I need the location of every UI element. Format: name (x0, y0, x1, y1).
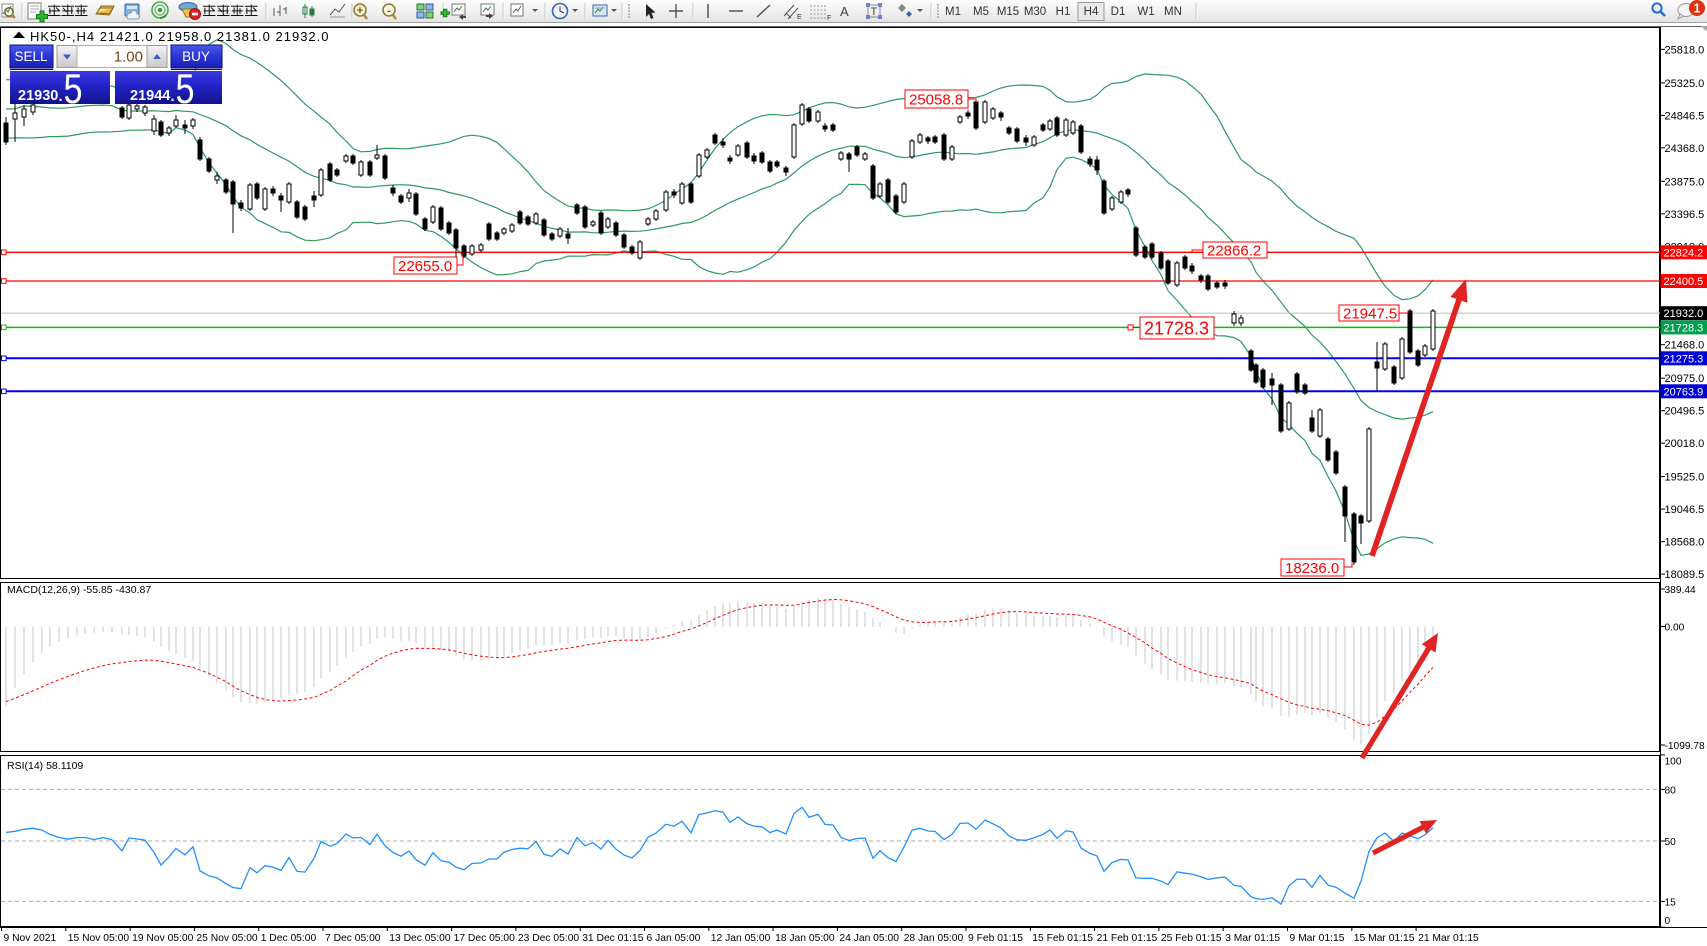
svg-text:22655.0: 22655.0 (398, 258, 452, 275)
svg-text:18 Jan 05:00: 18 Jan 05:00 (775, 933, 835, 944)
svg-text:SELL: SELL (14, 49, 48, 64)
svg-text:17 Dec 05:00: 17 Dec 05:00 (454, 933, 516, 944)
svg-text:12 Jan 05:00: 12 Jan 05:00 (711, 933, 771, 944)
svg-text:H1: H1 (1056, 6, 1071, 18)
svg-text:22866.2: 22866.2 (1207, 242, 1261, 259)
svg-text:T: T (871, 6, 878, 18)
svg-text:28 Jan 05:00: 28 Jan 05:00 (904, 933, 964, 944)
svg-text:18089.5: 18089.5 (1665, 569, 1705, 581)
svg-text:23 Dec 05:00: 23 Dec 05:00 (518, 933, 580, 944)
svg-text:+: + (357, 5, 363, 17)
svg-text:D1: D1 (1111, 6, 1126, 18)
svg-text:-: - (387, 5, 391, 17)
svg-text:21275.3: 21275.3 (1664, 353, 1704, 365)
svg-text:24846.5: 24846.5 (1665, 110, 1705, 122)
svg-text:.: . (171, 89, 175, 105)
svg-text:80: 80 (1665, 785, 1677, 796)
svg-text:21932.0: 21932.0 (1664, 308, 1704, 320)
svg-text:1.00: 1.00 (114, 49, 143, 66)
svg-text:19 Nov 05:00: 19 Nov 05:00 (132, 933, 194, 944)
svg-text:15 Nov 05:00: 15 Nov 05:00 (68, 933, 130, 944)
svg-text:9 Nov 2021: 9 Nov 2021 (4, 933, 57, 944)
svg-text:23396.5: 23396.5 (1665, 209, 1705, 221)
svg-text:6 Jan 05:00: 6 Jan 05:00 (647, 933, 701, 944)
svg-text:-1099.78: -1099.78 (1665, 741, 1706, 752)
svg-text:3 Mar 01:15: 3 Mar 01:15 (1225, 933, 1280, 944)
svg-text:21 Mar 01:15: 21 Mar 01:15 (1418, 933, 1479, 944)
svg-text:25325.0: 25325.0 (1665, 78, 1705, 90)
svg-text:M15: M15 (997, 6, 1019, 18)
svg-text:24 Jan 05:00: 24 Jan 05:00 (839, 933, 899, 944)
svg-text:0: 0 (1665, 916, 1671, 927)
svg-text:20763.9: 20763.9 (1664, 386, 1704, 398)
svg-text:389.44: 389.44 (1665, 585, 1696, 596)
svg-text:19046.5: 19046.5 (1665, 504, 1705, 516)
svg-text:1: 1 (1694, 2, 1701, 16)
svg-text:22400.5: 22400.5 (1664, 276, 1704, 288)
svg-text:HK50-,H4 21421.0 21958.0 2138: HK50-,H4 21421.0 21958.0 21381.0 21932.0 (30, 29, 330, 44)
svg-text:7 Dec 05:00: 7 Dec 05:00 (325, 933, 381, 944)
svg-text:25 Feb 01:15: 25 Feb 01:15 (1161, 933, 1222, 944)
svg-text:M5: M5 (973, 6, 989, 18)
svg-text:RSI(14) 58.1109: RSI(14) 58.1109 (7, 760, 83, 772)
svg-text:20496.5: 20496.5 (1665, 406, 1705, 418)
svg-text:24368.0: 24368.0 (1665, 143, 1705, 155)
svg-text:25 Nov 05:00: 25 Nov 05:00 (196, 933, 258, 944)
svg-text:9 Mar 01:15: 9 Mar 01:15 (1290, 933, 1345, 944)
svg-text:M1: M1 (945, 6, 961, 18)
svg-text:100: 100 (1665, 757, 1682, 768)
svg-text:21728.3: 21728.3 (1664, 322, 1704, 334)
svg-text:50: 50 (1665, 837, 1677, 848)
svg-text:15: 15 (1665, 897, 1677, 908)
svg-text:21 Feb 01:15: 21 Feb 01:15 (1097, 933, 1158, 944)
svg-text:13 Dec 05:00: 13 Dec 05:00 (389, 933, 451, 944)
svg-text:5: 5 (64, 65, 83, 112)
svg-text:21728.3: 21728.3 (1144, 318, 1209, 338)
svg-text:19525.0: 19525.0 (1665, 472, 1705, 484)
svg-text:22824.2: 22824.2 (1664, 247, 1704, 259)
svg-text:21944: 21944 (130, 88, 170, 104)
svg-text:1 Dec 05:00: 1 Dec 05:00 (261, 933, 317, 944)
svg-text:BUY: BUY (182, 49, 210, 64)
svg-text:20975.0: 20975.0 (1665, 373, 1705, 385)
svg-text:W1: W1 (1137, 6, 1154, 18)
svg-text:21468.0: 21468.0 (1665, 340, 1705, 352)
svg-text:MACD(12,26,9) -55.85 -430.87: MACD(12,26,9) -55.85 -430.87 (7, 584, 151, 596)
svg-text:M30: M30 (1024, 6, 1046, 18)
svg-text:9 Feb 01:15: 9 Feb 01:15 (968, 933, 1023, 944)
svg-text:21930: 21930 (18, 88, 58, 104)
svg-text:.: . (59, 89, 63, 105)
svg-text:MN: MN (1164, 6, 1182, 18)
svg-text:20018.0: 20018.0 (1665, 438, 1705, 450)
svg-text:15 Mar 01:15: 15 Mar 01:15 (1354, 933, 1415, 944)
svg-text:A: A (840, 4, 849, 19)
svg-text:18236.0: 18236.0 (1285, 560, 1339, 577)
svg-text:31 Dec 01:15: 31 Dec 01:15 (582, 933, 644, 944)
svg-text:F: F (827, 15, 831, 22)
svg-text:H4: H4 (1084, 6, 1099, 18)
svg-text:23875.0: 23875.0 (1665, 176, 1705, 188)
svg-text:18568.0: 18568.0 (1665, 537, 1705, 549)
svg-text:15 Feb 01:15: 15 Feb 01:15 (1032, 933, 1093, 944)
svg-text:0.00: 0.00 (1665, 623, 1685, 634)
svg-text:21947.5: 21947.5 (1343, 305, 1397, 322)
svg-text:25058.8: 25058.8 (909, 91, 963, 108)
svg-text:25818.0: 25818.0 (1665, 44, 1705, 56)
svg-text:5: 5 (176, 65, 195, 112)
svg-text:E: E (797, 14, 802, 21)
